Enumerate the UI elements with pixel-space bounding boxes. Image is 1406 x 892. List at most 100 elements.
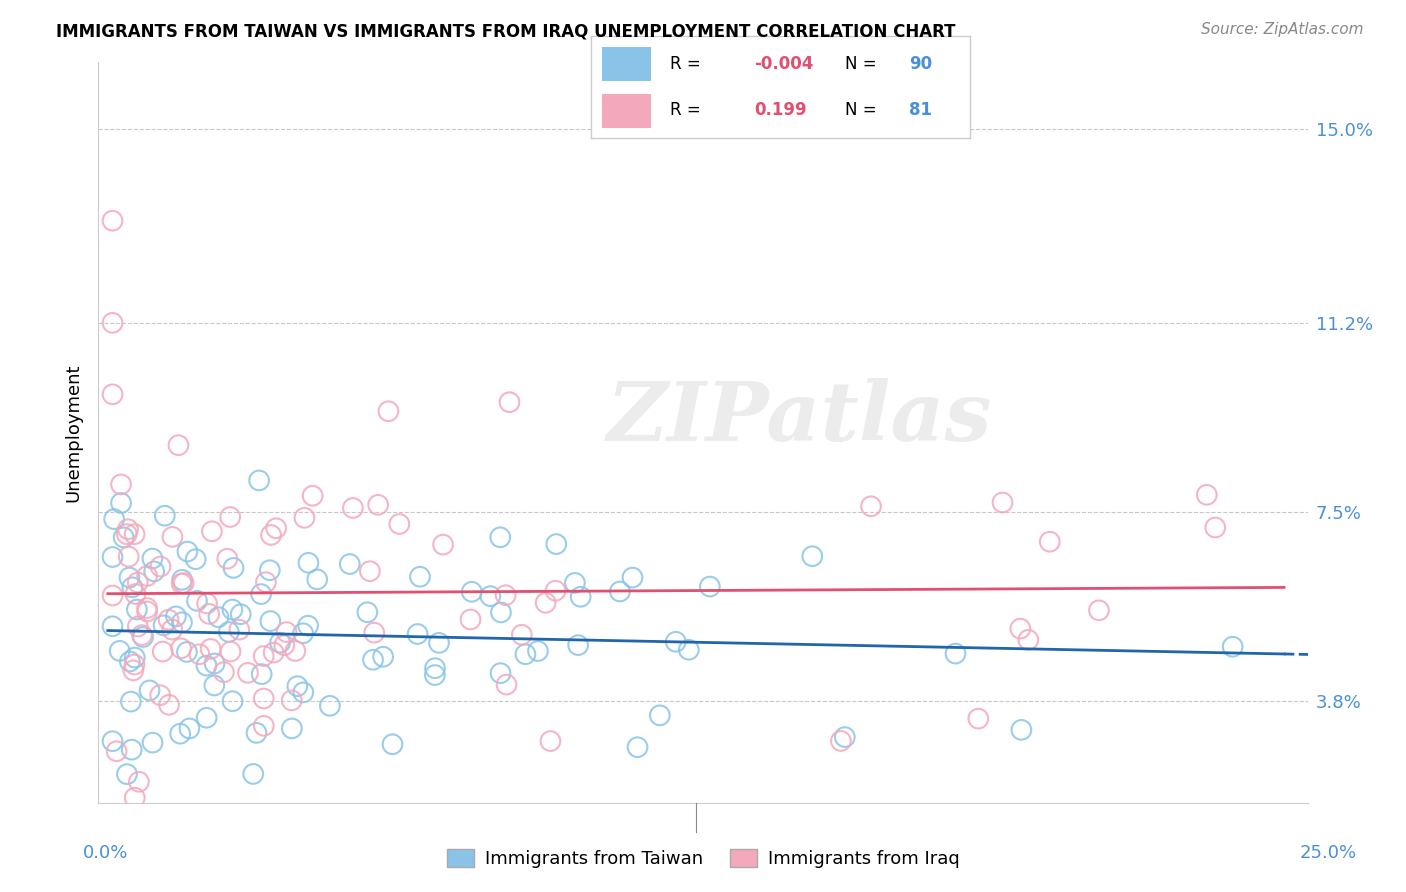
Point	[361, 653, 384, 667]
Point	[218, 625, 240, 640]
Point	[1039, 534, 1062, 549]
Point	[169, 727, 191, 741]
Point	[115, 767, 138, 781]
Point	[626, 740, 648, 755]
Point	[200, 642, 222, 657]
Point	[132, 630, 155, 644]
Point	[170, 615, 193, 630]
Point	[359, 564, 381, 578]
Text: N =: N =	[845, 101, 876, 119]
Point	[207, 610, 229, 624]
Point	[101, 316, 124, 330]
Point	[621, 570, 644, 584]
Point	[195, 597, 218, 611]
Point	[124, 587, 146, 601]
Point	[247, 474, 270, 488]
Point	[423, 668, 446, 682]
Point	[460, 612, 482, 626]
Point	[297, 618, 319, 632]
Point	[121, 580, 143, 594]
Point	[363, 625, 385, 640]
Point	[253, 648, 276, 663]
Point	[219, 644, 242, 658]
Point	[141, 551, 163, 566]
Point	[967, 712, 990, 726]
Point	[544, 583, 567, 598]
Point	[294, 510, 316, 524]
Point	[117, 522, 139, 536]
Point	[103, 512, 125, 526]
Point	[176, 645, 198, 659]
Point	[136, 569, 159, 583]
Point	[569, 590, 592, 604]
Point	[665, 634, 688, 648]
Point	[172, 573, 194, 587]
Point	[186, 594, 208, 608]
FancyBboxPatch shape	[602, 47, 651, 81]
Point	[157, 613, 180, 627]
Point	[406, 627, 429, 641]
Point	[118, 549, 141, 564]
Point	[388, 516, 411, 531]
Point	[179, 722, 201, 736]
Point	[609, 584, 631, 599]
Point	[110, 477, 132, 491]
Point	[149, 688, 172, 702]
Point	[167, 438, 190, 452]
Point	[495, 677, 517, 691]
Point	[538, 734, 561, 748]
Point	[254, 575, 277, 590]
Text: ZIPatlas: ZIPatlas	[607, 378, 993, 458]
Point	[259, 614, 281, 628]
Point	[136, 605, 159, 619]
Point	[173, 576, 195, 591]
Point	[297, 556, 319, 570]
Point	[292, 685, 315, 699]
Text: N =: N =	[845, 55, 876, 73]
Point	[170, 641, 193, 656]
Point	[381, 737, 404, 751]
Point	[221, 602, 243, 616]
Point	[142, 736, 165, 750]
Point	[377, 404, 399, 418]
Point	[253, 719, 276, 733]
Point	[101, 619, 124, 633]
Point	[101, 549, 124, 564]
Point	[356, 605, 378, 619]
Point	[546, 537, 568, 551]
Point	[281, 722, 304, 736]
Point	[1204, 520, 1226, 534]
Point	[118, 570, 141, 584]
Point	[122, 664, 145, 678]
Point	[188, 647, 211, 661]
Point	[461, 584, 484, 599]
Point	[1010, 723, 1032, 737]
Point	[157, 698, 180, 712]
Point	[319, 698, 342, 713]
Text: 25.0%: 25.0%	[1301, 844, 1357, 862]
Point	[489, 606, 512, 620]
Point	[125, 602, 148, 616]
Point	[118, 655, 141, 669]
Point	[152, 644, 174, 658]
Point	[124, 657, 146, 672]
Point	[202, 678, 225, 692]
Point	[138, 683, 160, 698]
Point	[498, 395, 520, 409]
Point	[108, 644, 131, 658]
Point	[301, 489, 323, 503]
Point	[136, 601, 159, 615]
Point	[253, 691, 276, 706]
Point	[101, 589, 124, 603]
Point	[1017, 632, 1039, 647]
Point	[678, 642, 700, 657]
Point	[423, 661, 446, 675]
Point	[342, 500, 364, 515]
Point	[101, 387, 124, 401]
Point	[564, 576, 586, 591]
Point	[250, 587, 273, 601]
Point	[204, 657, 226, 671]
Point	[259, 563, 281, 577]
Point	[127, 619, 149, 633]
Point	[276, 625, 298, 640]
